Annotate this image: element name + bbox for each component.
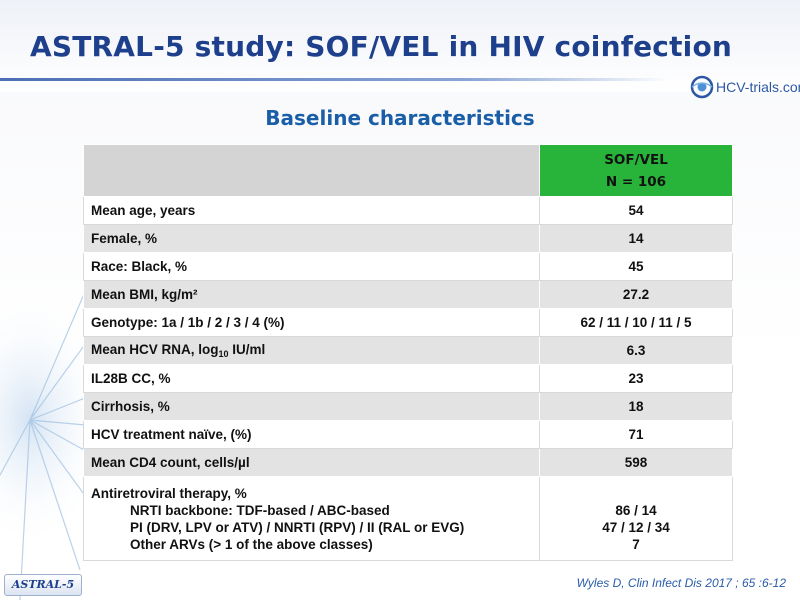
row-value: 598 — [539, 448, 733, 477]
table-row: Genotype: 1a / 1b / 2 / 3 / 4 (%) 62 / 1… — [83, 308, 733, 337]
baseline-table: SOF/VEL N = 106 Mean age, years 54 Femal… — [83, 144, 733, 561]
row-value: 27.2 — [539, 280, 733, 309]
title-underline — [0, 78, 670, 81]
arm-n: N = 106 — [605, 173, 667, 190]
hcv-trials-logo: HCV-trials.com — [690, 74, 800, 100]
row-label: Cirrhosis, % — [83, 392, 540, 421]
table-row: Mean CD4 count, cells/µl 598 — [83, 448, 733, 477]
row-value: 54 — [539, 196, 733, 225]
table-row: Race: Black, % 45 — [83, 252, 733, 281]
art-item-value: 86 / 14 — [615, 502, 657, 518]
table-row-art: Antiretroviral therapy, % NRTI backbone:… — [83, 476, 733, 561]
table-header-row: SOF/VEL N = 106 — [83, 144, 733, 197]
table-row: Mean age, years 54 — [83, 196, 733, 225]
logo-icon — [690, 75, 714, 99]
section-subtitle: Baseline characteristics — [265, 106, 535, 130]
reference-citation: Wyles D, Clin Infect Dis 2017 ; 65 :6-12 — [576, 576, 786, 590]
art-item-label: PI (DRV, LPV or ATV) / NNRTI (RPV) / II … — [130, 519, 465, 535]
art-item-label: NRTI backbone: TDF-based / ABC-based — [130, 502, 390, 518]
decorative-burst — [0, 279, 141, 600]
row-label: Mean CD4 count, cells/µl — [83, 448, 540, 477]
study-badge: ASTRAL-5 — [4, 574, 82, 596]
table-header-arm: SOF/VEL N = 106 — [539, 144, 733, 197]
row-label: Race: Black, % — [83, 252, 540, 281]
table-row: Mean HCV RNA, log10 IU/ml 6.3 — [83, 336, 733, 365]
row-value: 18 — [539, 392, 733, 421]
row-value: 45 — [539, 252, 733, 281]
logo-text: HCV-trials.com — [716, 79, 800, 95]
art-spacer — [540, 485, 732, 502]
table-row: HCV treatment naïve, (%) 71 — [83, 420, 733, 449]
table-row: IL28B CC, % 23 — [83, 364, 733, 393]
row-label: HCV treatment naïve, (%) — [83, 420, 540, 449]
row-label: Mean HCV RNA, log10 IU/ml — [83, 336, 540, 365]
row-label-unit: IU/ml — [228, 342, 266, 357]
row-label: Genotype: 1a / 1b / 2 / 3 / 4 (%) — [83, 308, 540, 337]
row-label: Mean age, years — [83, 196, 540, 225]
table-row: Mean BMI, kg/m² 27.2 — [83, 280, 733, 309]
table-header-blank — [83, 144, 540, 197]
row-value: 71 — [539, 420, 733, 449]
slide-title: ASTRAL-5 study: SOF/VEL in HIV coinfecti… — [30, 30, 733, 63]
art-value-cell: 86 / 14 47 / 12 / 34 7 — [539, 476, 733, 561]
row-value: 23 — [539, 364, 733, 393]
art-item-value: 47 / 12 / 34 — [602, 519, 670, 535]
arm-name: SOF/VEL — [604, 151, 668, 168]
art-heading: Antiretroviral therapy, % — [91, 485, 247, 501]
table-row: Female, % 14 — [83, 224, 733, 253]
art-item-label: Other ARVs (> 1 of the above classes) — [130, 536, 373, 552]
row-value: 62 / 11 / 10 / 11 / 5 — [539, 308, 733, 337]
row-label: Female, % — [83, 224, 540, 253]
art-item-value: 7 — [632, 536, 640, 552]
row-value: 14 — [539, 224, 733, 253]
row-value: 6.3 — [539, 336, 733, 365]
row-label-subscript: 10 — [218, 349, 229, 359]
row-label-text: Mean HCV RNA, log — [91, 342, 219, 357]
row-label: Mean BMI, kg/m² — [83, 280, 540, 309]
art-label-cell: Antiretroviral therapy, % NRTI backbone:… — [83, 476, 540, 561]
row-label: IL28B CC, % — [83, 364, 540, 393]
table-row: Cirrhosis, % 18 — [83, 392, 733, 421]
title-band — [0, 0, 800, 92]
